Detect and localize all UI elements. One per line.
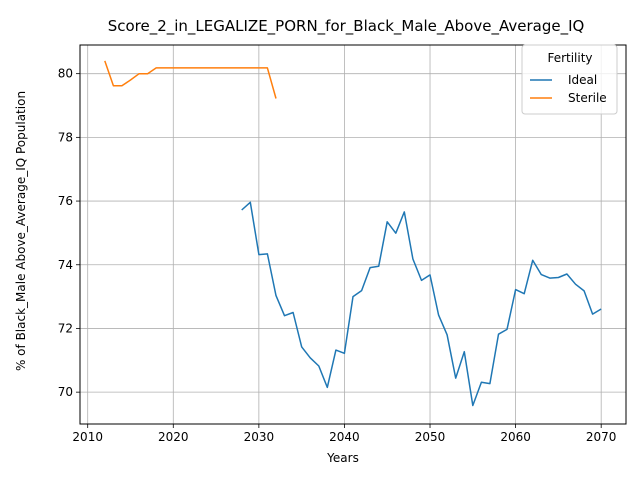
axes-frame	[79, 44, 627, 425]
series-layer	[104, 60, 602, 407]
x-tick-label: 2040	[329, 430, 360, 444]
y-tick-label: 70	[58, 385, 73, 399]
axis-ticks: 2010 2020 2030 2040 2050 2060 2070 70 72 74 76 78 80	[58, 67, 617, 444]
x-tick-label: 2020	[158, 430, 189, 444]
y-tick-label: 80	[58, 67, 73, 81]
legend: Fertility Ideal Sterile	[521, 44, 618, 115]
x-tick-label: 2060	[500, 430, 531, 444]
x-tick-label: 2050	[415, 430, 446, 444]
x-tick-label: 2070	[586, 430, 617, 444]
x-tick-label: 2030	[244, 430, 275, 444]
legend-box	[521, 44, 618, 115]
series-line-sterile	[104, 60, 277, 99]
x-axis-label: Years	[326, 451, 359, 465]
y-tick-label: 72	[58, 321, 73, 335]
y-tick-label: 76	[58, 194, 73, 208]
y-tick-label: 74	[58, 258, 73, 272]
legend-title: Fertility	[547, 51, 592, 65]
legend-label-ideal: Ideal	[568, 73, 597, 87]
series-line-ideal	[241, 201, 602, 407]
x-tick-label: 2010	[72, 430, 103, 444]
chart-title: Score_2_in_LEGALIZE_PORN_for_Black_Male_…	[108, 17, 585, 36]
legend-label-sterile: Sterile	[568, 91, 607, 105]
y-tick-label: 78	[58, 130, 73, 144]
y-axis-label: % of Black_Male Above_Average_IQ Populat…	[14, 91, 28, 371]
